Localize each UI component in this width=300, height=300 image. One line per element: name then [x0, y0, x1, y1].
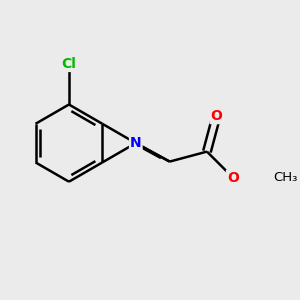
Text: CH₃: CH₃ — [273, 171, 298, 184]
Text: S: S — [131, 136, 141, 150]
Text: N: N — [130, 136, 142, 150]
Text: O: O — [227, 170, 239, 184]
Text: O: O — [211, 109, 222, 123]
Text: Cl: Cl — [61, 57, 76, 71]
